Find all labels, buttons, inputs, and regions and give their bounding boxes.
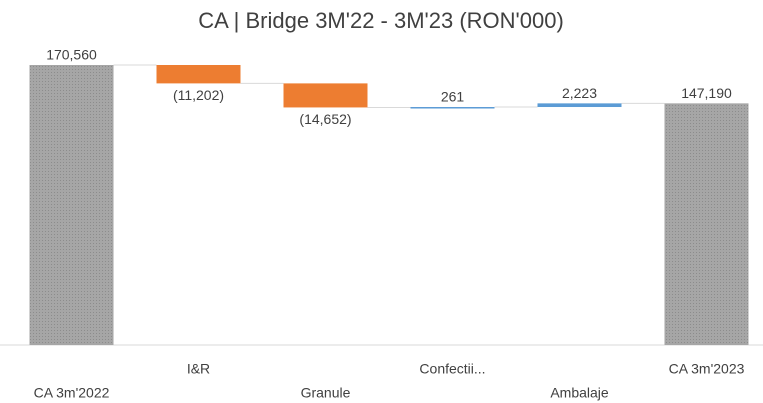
bar [283, 83, 368, 108]
x-tick-label: CA 3m'2023 [669, 361, 745, 377]
value-label: (14,652) [299, 111, 351, 127]
value-label: 2,223 [562, 85, 597, 101]
bar [664, 103, 749, 345]
bar [156, 65, 241, 84]
bar [410, 107, 495, 109]
value-label: 147,190 [681, 85, 732, 101]
x-tick-label: Confectii... [419, 361, 485, 377]
bar [29, 65, 114, 345]
bar [537, 103, 622, 108]
value-label: 261 [441, 89, 465, 105]
x-tick-label: Ambalaje [550, 385, 609, 401]
value-label: 170,560 [46, 47, 97, 63]
x-tick-label: I&R [187, 361, 210, 377]
value-label: (11,202) [173, 87, 224, 103]
chart-title: CA | Bridge 3M'22 - 3M'23 (RON'000) [198, 8, 564, 33]
x-tick-label: Granule [301, 385, 351, 401]
x-tick-label: CA 3m'2022 [34, 385, 110, 401]
